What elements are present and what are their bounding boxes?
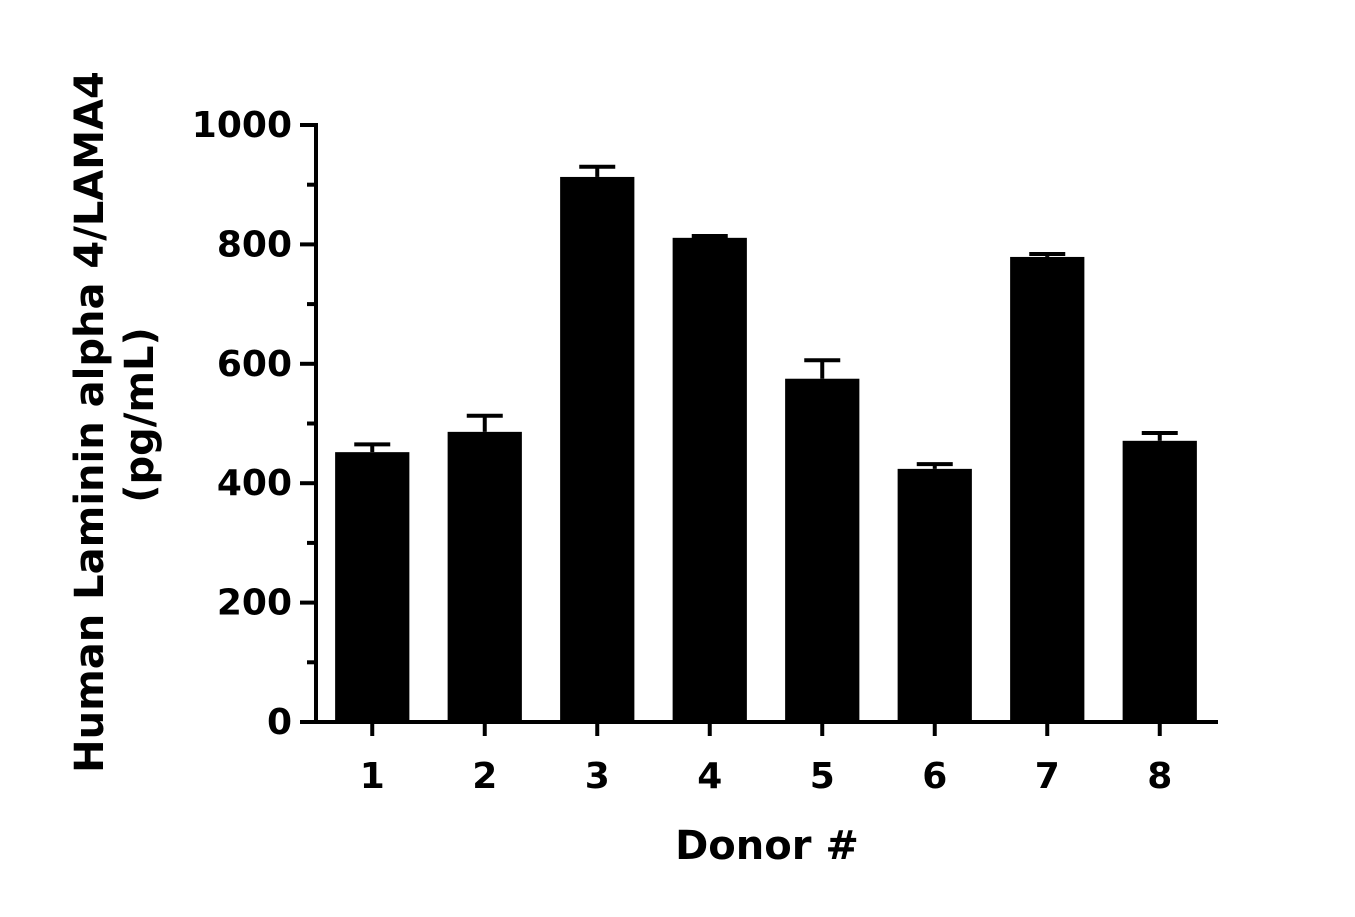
y-tick-label: 0 <box>267 702 292 743</box>
y-tick-label: 800 <box>217 224 292 265</box>
y-tick-label: 200 <box>217 583 292 624</box>
bar <box>1122 440 1197 722</box>
x-tick-label: 8 <box>1147 756 1172 797</box>
bar <box>672 237 747 722</box>
x-tick-label: 7 <box>1035 756 1060 797</box>
x-tick-label: 4 <box>697 756 722 797</box>
bar <box>447 431 522 722</box>
bar <box>1010 256 1085 722</box>
y-tick-label: 1000 <box>192 105 292 146</box>
x-tick-label: 3 <box>585 756 610 797</box>
x-axis-title: Donor # <box>675 823 859 869</box>
y-tick-label: 400 <box>217 463 292 504</box>
y-axis-title: (pg/mL) <box>117 327 163 503</box>
x-tick-label: 1 <box>360 756 385 797</box>
x-tick-label: 2 <box>472 756 497 797</box>
bar <box>560 176 635 723</box>
bar <box>897 468 972 722</box>
bar <box>785 378 860 722</box>
bar <box>335 452 410 722</box>
y-tick-label: 600 <box>217 344 292 385</box>
x-tick-label: 6 <box>922 756 947 797</box>
y-axis-title: Human Laminin alpha 4/LAMA4 <box>67 71 113 773</box>
x-tick-label: 5 <box>810 756 835 797</box>
